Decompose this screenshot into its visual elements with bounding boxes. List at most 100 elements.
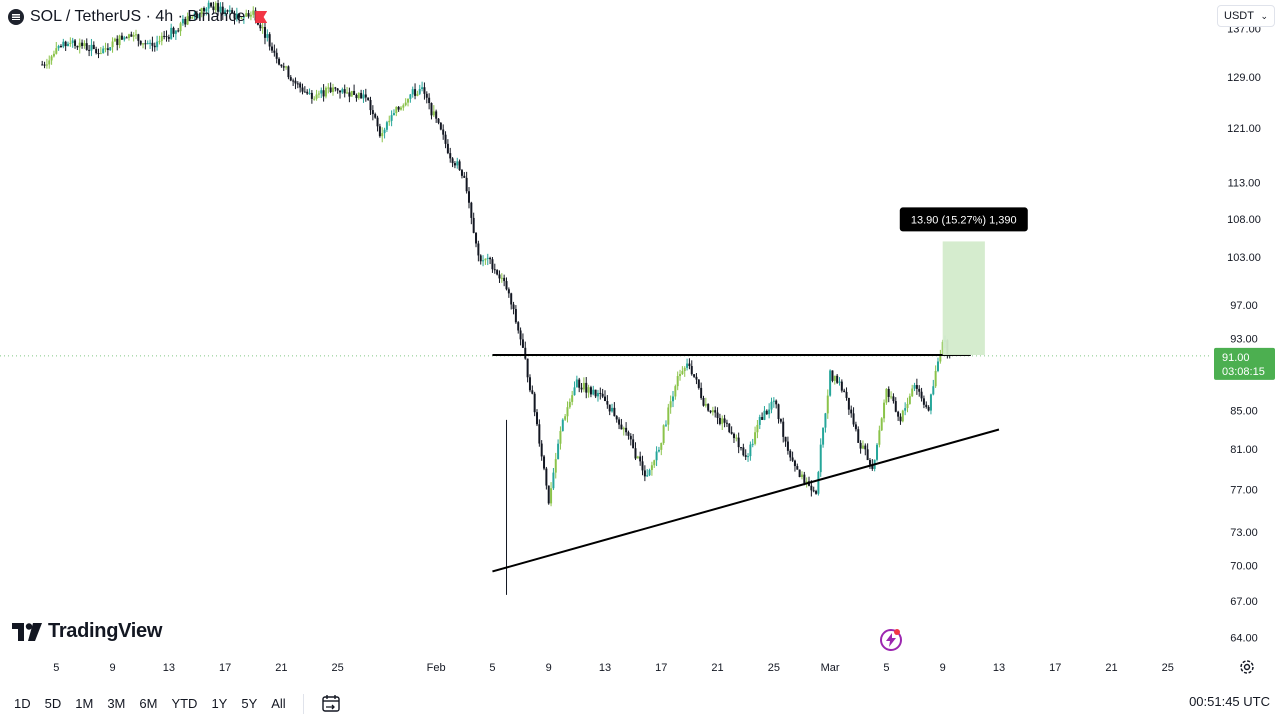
candle-body <box>503 277 506 282</box>
candle-body <box>777 404 780 420</box>
candle-body <box>890 396 893 398</box>
candle-body <box>324 87 327 97</box>
candle-body <box>840 381 843 391</box>
candle-body <box>320 90 323 94</box>
candle-body <box>346 92 349 94</box>
candle-body <box>505 281 508 290</box>
candle-body <box>854 424 857 430</box>
candle-body <box>751 443 754 445</box>
timeframe-6m[interactable]: 6M <box>139 696 158 711</box>
candle-body <box>388 120 391 123</box>
candle-body <box>850 409 853 414</box>
candle-body <box>681 371 684 375</box>
candle-body <box>130 34 133 37</box>
candle-body <box>648 470 651 476</box>
candle-body <box>594 389 597 397</box>
candle-body <box>679 374 682 377</box>
candle-body <box>798 469 801 478</box>
candle-body <box>327 87 330 89</box>
candle-body <box>69 42 72 44</box>
candle-body <box>371 110 374 115</box>
candle-body <box>184 18 187 25</box>
candle-body <box>144 43 147 45</box>
y-tick-label: 93.00 <box>1230 334 1258 346</box>
timeframe-all[interactable]: All <box>271 696 286 711</box>
candle-body <box>737 437 740 448</box>
candle-body <box>510 293 513 305</box>
timeframe-3m[interactable]: 3M <box>107 696 126 711</box>
candle-body <box>99 53 102 55</box>
candle-body <box>582 382 585 390</box>
calendar-range-icon[interactable] <box>320 693 342 715</box>
candle-body <box>500 277 503 279</box>
candle-body <box>418 89 421 94</box>
candle-body <box>414 89 417 96</box>
candle-body <box>615 416 618 420</box>
candle-body <box>348 92 351 97</box>
chart-title[interactable]: SOL / TetherUS · 4h · Binance <box>30 8 246 25</box>
timeframe-5y[interactable]: 5Y <box>241 696 258 711</box>
x-tick-label: 17 <box>655 662 667 674</box>
candle-body <box>885 388 888 403</box>
timeframe-1y[interactable]: 1Y <box>211 696 228 711</box>
candle-body <box>451 158 454 164</box>
timeframe-5d[interactable]: 5D <box>44 696 62 711</box>
candle-body <box>158 41 161 43</box>
x-tick-label: 25 <box>768 662 780 674</box>
lightning-icon[interactable] <box>880 629 902 651</box>
candle-body <box>179 23 182 32</box>
y-tick-label: 113.00 <box>1228 178 1261 190</box>
candle-body <box>289 77 292 81</box>
candle-body <box>836 375 839 383</box>
candle-body <box>604 396 606 401</box>
candle-body <box>700 387 703 398</box>
candle-body <box>765 410 768 415</box>
candle-body <box>908 396 911 404</box>
candle-body <box>550 488 553 504</box>
flag-icon[interactable] <box>255 11 268 23</box>
timeframe-1m[interactable]: 1M <box>75 696 94 711</box>
candle-body <box>592 389 595 395</box>
candle-body <box>528 377 531 391</box>
candle-body <box>278 58 281 65</box>
candle-body <box>791 457 794 461</box>
candle-body <box>498 274 501 279</box>
candle-body <box>287 66 290 78</box>
currency-button[interactable]: USDT ⌄ <box>1217 5 1275 27</box>
utc-clock[interactable]: 00:51:45 UTC <box>1189 694 1270 709</box>
candle-body <box>55 48 58 54</box>
x-tick-label: 9 <box>109 662 115 674</box>
y-tick-label: 81.00 <box>1230 444 1258 456</box>
candle-body <box>470 202 473 218</box>
y-tick-label: 73.00 <box>1230 527 1258 539</box>
candle-body <box>280 64 283 67</box>
candle-body <box>125 37 128 39</box>
timeframe-1d[interactable]: 1D <box>14 696 31 711</box>
candle-body <box>306 91 309 94</box>
candle-body <box>210 2 213 7</box>
candle-body <box>815 491 818 494</box>
candle-body <box>167 37 170 39</box>
candle-body <box>915 385 918 389</box>
gear-icon[interactable] <box>1239 659 1255 675</box>
candle-body <box>392 113 395 116</box>
candle-body <box>374 114 377 118</box>
candle-body <box>758 417 761 425</box>
toolbar-divider <box>302 694 304 714</box>
candle-body <box>843 390 846 392</box>
candle-body <box>435 111 438 119</box>
overlay-layer: 13.90 (15.27%) 1,390 <box>0 207 1212 573</box>
candle-body <box>118 35 121 46</box>
candle-body <box>261 27 264 29</box>
candle-body <box>643 470 646 477</box>
y-tick-label: 108.00 <box>1227 214 1261 226</box>
timeframe-ytd[interactable]: YTD <box>171 696 198 711</box>
candle-body <box>716 412 719 418</box>
candle-body <box>519 330 522 340</box>
candle-body <box>552 472 555 489</box>
tradingview-logo[interactable]: TradingView <box>12 620 162 643</box>
candle-body <box>315 94 318 99</box>
candle-body <box>207 2 210 9</box>
candle-body <box>296 83 299 85</box>
